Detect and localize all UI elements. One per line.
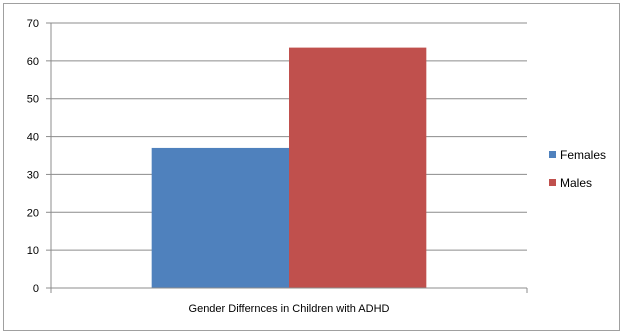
y-tick-label: 50 bbox=[27, 94, 39, 106]
y-tick-label: 30 bbox=[27, 169, 39, 181]
y-tick-label: 20 bbox=[27, 207, 39, 219]
y-tick-label: 60 bbox=[27, 56, 39, 68]
axes bbox=[46, 22, 528, 293]
y-tick-label: 40 bbox=[27, 132, 39, 144]
y-tick-label: 70 bbox=[27, 18, 39, 30]
bar-males bbox=[289, 47, 427, 288]
legend-label-females: Females bbox=[560, 148, 606, 162]
x-tick-labels: Gender Differnces in Children with ADHD bbox=[189, 303, 390, 315]
y-tick-labels: 0 10 20 30 40 50 60 70 bbox=[27, 18, 39, 295]
legend-label-males: Males bbox=[560, 176, 592, 190]
y-tick-label: 0 bbox=[33, 283, 39, 295]
bar-females bbox=[151, 147, 289, 288]
legend-swatch-males bbox=[549, 179, 556, 186]
y-tick-label: 10 bbox=[27, 245, 39, 257]
legend: Females Males bbox=[549, 148, 606, 190]
bars bbox=[151, 47, 427, 288]
legend-swatch-females bbox=[549, 151, 556, 158]
x-category-label: Gender Differnces in Children with ADHD bbox=[189, 303, 390, 315]
